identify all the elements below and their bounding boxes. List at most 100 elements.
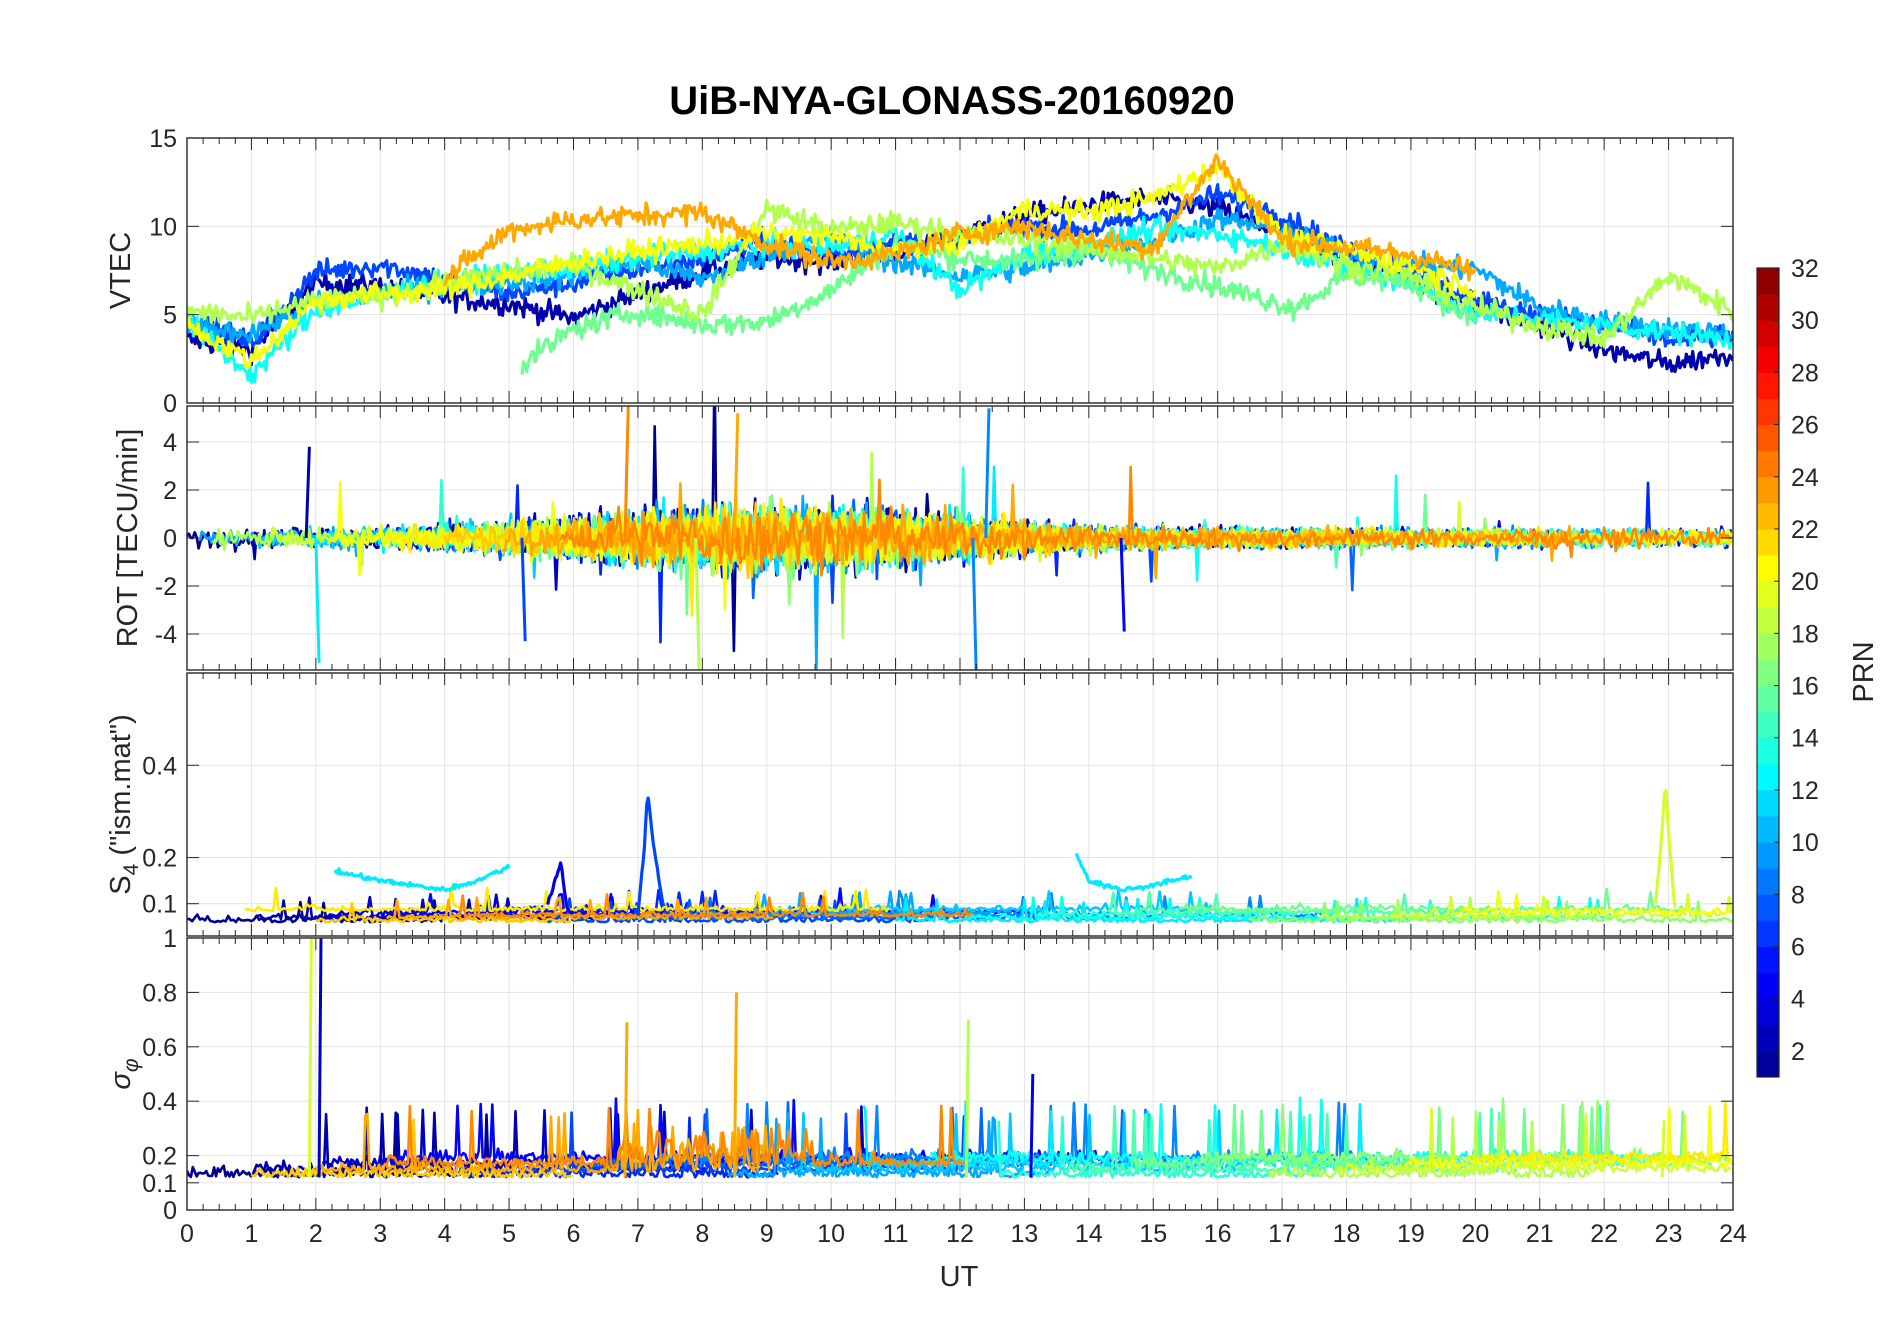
colorbar-tick-label: 8	[1791, 881, 1805, 909]
colorbar-band	[1757, 398, 1779, 426]
colorbar-band	[1757, 528, 1779, 556]
s4-series-prn-20	[1461, 890, 1733, 916]
colorbar-band	[1757, 842, 1779, 869]
colorbar-band	[1757, 685, 1779, 713]
colorbar-band	[1757, 816, 1779, 843]
colorbar-label: PRN	[1848, 641, 1880, 702]
sigma-spike	[623, 1022, 629, 1178]
rot-spike	[623, 406, 630, 539]
sigma-spike	[317, 938, 323, 1178]
y-tick-label: 0.1	[142, 891, 177, 919]
colorbar-band	[1757, 763, 1779, 791]
colorbar-band	[1757, 894, 1779, 921]
colorbar-tick-label: 10	[1791, 829, 1819, 857]
x-minor-ticks	[186, 673, 1734, 936]
x-tick-label: 19	[1397, 1220, 1425, 1248]
s4-series-prn-12	[894, 897, 1412, 924]
x-tick-label: 8	[695, 1220, 709, 1248]
y-tick-label: 4	[163, 429, 177, 457]
sigma-series-prn-22	[250, 1118, 573, 1179]
y-tick-label: 0.8	[142, 979, 177, 1007]
colorbar-band	[1757, 607, 1779, 634]
colorbar-band	[1757, 1050, 1779, 1078]
x-axis-label: UT	[940, 1261, 979, 1293]
x-tick-label: 20	[1461, 1220, 1489, 1248]
x-tick-label: 13	[1011, 1220, 1039, 1248]
s4-series-prn-14	[1036, 896, 1296, 918]
sigma-series-prn-23	[317, 1108, 771, 1174]
vtec-series-prn-18	[187, 198, 1733, 349]
s4-feature-prn-12	[1074, 852, 1193, 893]
colorbar-tick-label: 20	[1791, 568, 1819, 596]
x-tick-label: 4	[438, 1220, 452, 1248]
y-tick-label: 0.2	[142, 1143, 177, 1171]
colorbar-band	[1757, 581, 1779, 608]
vtec-series-prn-23	[443, 153, 1477, 287]
colorbar-band	[1757, 268, 1779, 295]
colorbar-tick-label: 14	[1791, 725, 1819, 753]
colorbar-band	[1757, 450, 1779, 478]
panel-1: 0 5 10 15 VTEC	[105, 125, 1734, 418]
s4-feature-prn-4	[546, 861, 575, 915]
x-tick-label: 14	[1075, 1220, 1103, 1248]
colorbar-tick-label: 6	[1791, 934, 1805, 962]
sigma-spike	[964, 1019, 970, 1178]
y-tick-label: 10	[149, 213, 177, 241]
colorbar-tick-label: 12	[1791, 777, 1819, 805]
colorbar-tick-label: 24	[1791, 464, 1819, 492]
y-tick-label: 0.1	[142, 1170, 177, 1198]
rot-spike	[694, 537, 701, 670]
y-tick-label: 1	[163, 925, 177, 953]
sigma-spike	[1029, 1073, 1035, 1178]
data-lines	[187, 938, 1733, 1179]
colorbar-tick-label: 18	[1791, 620, 1819, 648]
colorbar-band	[1757, 946, 1779, 974]
y-axis-label: ROT [TECU/min]	[112, 429, 144, 648]
y-axis-label: S4 ("ism.mat")	[105, 714, 143, 895]
x-minor-ticks	[186, 406, 1734, 670]
x-tick-label: 23	[1655, 1220, 1683, 1248]
colorbar-band	[1757, 555, 1779, 582]
y-tick-label: 15	[149, 125, 177, 153]
s4-feature-prn-19	[1654, 789, 1677, 908]
colorbar-band	[1757, 502, 1779, 530]
rot-spike	[971, 537, 978, 670]
y-tick-label: 0.6	[142, 1034, 177, 1062]
colorbar-tick-label: 28	[1791, 359, 1819, 387]
rot-spike	[304, 446, 311, 539]
colorbar-band	[1757, 998, 1779, 1026]
colorbar-tick-label: 22	[1791, 516, 1819, 544]
x-tick-label: 12	[946, 1220, 974, 1248]
colorbar-tick-label: 26	[1791, 412, 1819, 440]
gridlines	[186, 673, 1734, 936]
x-tick-label: 7	[631, 1220, 645, 1248]
colorbar-band	[1757, 346, 1779, 373]
sigma-series-prn-24	[385, 1104, 968, 1168]
colorbar-band	[1757, 972, 1779, 1000]
y-tick-label: 0.4	[142, 752, 177, 780]
colorbar-band	[1757, 868, 1779, 895]
rot-spike	[314, 537, 321, 663]
y-tick-label: 5	[163, 302, 177, 330]
x-tick-label: 3	[373, 1220, 387, 1248]
colorbar-band	[1757, 737, 1779, 765]
y-tick-label: -4	[155, 621, 177, 649]
s4-series-prn-7	[540, 897, 928, 924]
y-axis-label: σφ	[105, 1058, 143, 1090]
colorbar-band	[1757, 372, 1779, 399]
sigma-spike	[1660, 1120, 1666, 1178]
y-tick-label: -2	[155, 573, 177, 601]
s4-feature-prn-12	[333, 863, 511, 893]
x-tick-label: 17	[1268, 1220, 1296, 1248]
colorbar-tick-label: 4	[1791, 986, 1805, 1014]
colorbar-band	[1757, 320, 1779, 347]
y-tick-label: 0.4	[142, 1088, 177, 1116]
sigma-spike	[307, 938, 313, 1178]
x-tick-label: 10	[817, 1220, 845, 1248]
data-lines	[187, 153, 1733, 384]
panel-2: -4 -2 0 2 4 ROT [TECU/min]	[112, 405, 1734, 671]
colorbar-tick-label: 2	[1791, 1038, 1805, 1066]
colorbar-tick-label: 32	[1791, 255, 1819, 283]
s4-feature-prn-7	[636, 796, 666, 916]
